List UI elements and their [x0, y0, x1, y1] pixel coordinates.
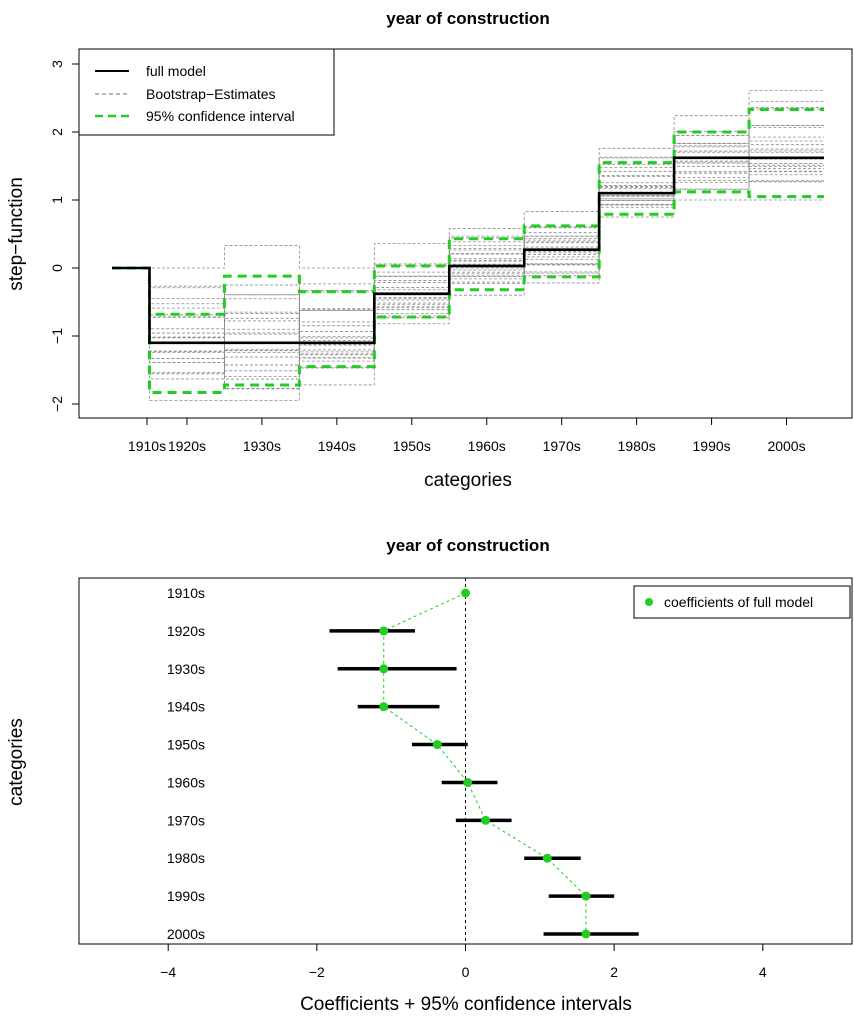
x-tick-label: 2 [610, 964, 618, 980]
step-chart-legend: full model Bootstrap−Estimates 95% confi… [78, 48, 335, 136]
category-label: 1940s [167, 699, 205, 715]
coef-legend-label: coefficients of full model [664, 594, 813, 610]
x-tick-label: −4 [160, 964, 176, 980]
y-tick-label: 1 [49, 196, 65, 204]
legend-label-bootstrap: Bootstrap−Estimates [146, 86, 276, 102]
coefficient-connector-line [383, 592, 587, 934]
y-tick-label: −2 [49, 396, 65, 412]
bootstrap-estimate-line [112, 90, 824, 269]
bootstrap-estimate-line [112, 124, 824, 353]
category-label: 1920s [167, 623, 205, 639]
category-label: 1980s [167, 850, 205, 866]
step-chart-title: year of construction [386, 9, 549, 28]
x-tick-label: −2 [309, 964, 325, 980]
category-label: 1990s [167, 888, 205, 904]
category-label: 1950s [167, 737, 205, 753]
x-tick-label: 1970s [543, 438, 581, 454]
legend-label-ci: 95% confidence interval [146, 108, 295, 124]
bootstrap-estimate-line [112, 171, 824, 380]
bootstrap-estimate-line [112, 146, 824, 363]
coefficient-point [581, 891, 591, 901]
x-tick-label: 1920s [168, 438, 206, 454]
bootstrap-estimate-line [112, 143, 824, 375]
legend-box [78, 48, 335, 136]
bootstrap-estimate-line [112, 140, 824, 352]
x-tick-label: 1910s [128, 438, 166, 454]
y-tick-label: 2 [49, 128, 65, 136]
x-tick-label: 1940s [318, 438, 356, 454]
coef-chart-x-label: Coefficients + 95% confidence intervals [300, 994, 632, 1015]
x-tick-label: 4 [759, 964, 767, 980]
coefficient-point [463, 777, 473, 787]
bootstrap-estimate-line [112, 199, 824, 401]
bootstrap-estimate-line [112, 108, 824, 318]
coefficient-point [581, 929, 591, 939]
full-model-step-line [112, 156, 824, 345]
bootstrap-estimate-line [112, 101, 824, 334]
coef-legend-box [633, 585, 851, 619]
x-tick-label: 1980s [618, 438, 656, 454]
legend-label-full-model: full model [146, 63, 206, 79]
y-tick-label: 3 [49, 60, 65, 68]
coef-chart-y-label: categories [6, 718, 27, 806]
bootstrap-estimate-line [112, 142, 824, 359]
bootstrap-estimate-line [112, 126, 824, 350]
category-label: 1910s [167, 585, 205, 601]
x-tick-label: 1990s [693, 438, 731, 454]
x-tick-label: 1960s [468, 438, 506, 454]
x-tick-label: 0 [462, 964, 470, 980]
coefficient-point [379, 664, 389, 674]
coef-chart-title: year of construction [386, 536, 549, 555]
category-label: 1960s [167, 774, 205, 790]
x-tick-label: 1930s [243, 438, 281, 454]
coefficient-point [379, 626, 389, 636]
ci-upper-line [112, 108, 824, 316]
step-chart-y-label: step−function [6, 177, 27, 291]
coef-legend-marker [645, 598, 653, 606]
category-label: 1930s [167, 661, 205, 677]
x-tick-label: 2000s [767, 438, 805, 454]
category-label: 2000s [167, 926, 205, 942]
step-chart-x-label: categories [424, 470, 512, 491]
bootstrap-estimate-line [112, 166, 824, 390]
coef-chart-legend: coefficients of full model [633, 585, 851, 619]
bootstrap-estimate-line [112, 150, 824, 352]
coefficient-point [432, 740, 442, 750]
y-tick-label: 0 [49, 264, 65, 272]
coefficient-point [461, 588, 470, 598]
y-tick-label: −1 [49, 328, 65, 344]
coefficient-point [379, 702, 389, 712]
coefficient-point [481, 815, 491, 825]
category-label: 1970s [167, 812, 205, 828]
x-tick-label: 1950s [393, 438, 431, 454]
coefficient-point [542, 853, 552, 863]
